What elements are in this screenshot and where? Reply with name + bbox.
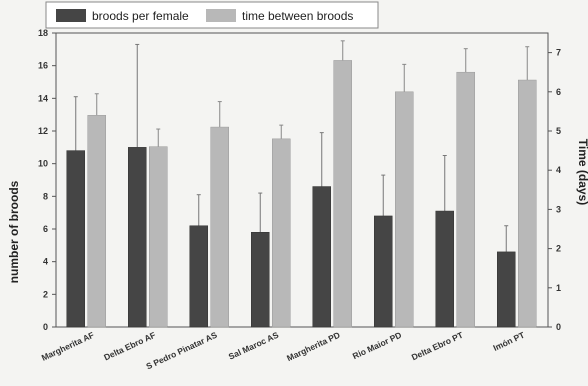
y-tick-label: 2: [43, 289, 48, 299]
plot-frame: [55, 32, 549, 328]
bar-broods-per-female: [66, 150, 85, 328]
bar-time-between-broods: [333, 60, 352, 328]
bar-time-between-broods: [395, 91, 414, 328]
y2-tick-label: 5: [556, 126, 561, 136]
y-axis-title: number of broods: [7, 180, 21, 283]
bar-time-between-broods: [210, 126, 229, 328]
legend-swatch-broods: [56, 9, 86, 22]
y-tick-label: 14: [38, 93, 48, 103]
bar-time-between-broods: [87, 115, 106, 328]
bar-broods-per-female: [251, 232, 270, 328]
y2-axis-title: Time (days): [576, 139, 588, 205]
y2-tick-label: 1: [556, 283, 561, 293]
bar-broods-per-female: [497, 251, 516, 328]
y-tick-label: 8: [43, 191, 48, 201]
y2-tick-label: 0: [556, 322, 561, 332]
legend-label-time: time between broods: [242, 9, 353, 23]
bar-time-between-broods: [456, 71, 475, 328]
y2-tick-label: 3: [556, 204, 561, 214]
y2-tick-label: 4: [556, 165, 561, 175]
y2-tick-label: 2: [556, 244, 561, 254]
bar-time-between-broods: [272, 138, 291, 328]
legend-label-broods: broods per female: [92, 9, 189, 23]
bar-broods-per-female: [374, 215, 393, 328]
bar-broods-per-female: [189, 225, 208, 328]
y-tick-label: 4: [43, 257, 48, 267]
bar-broods-per-female: [128, 147, 147, 328]
legend-swatch-time: [206, 9, 236, 22]
bar-time-between-broods: [149, 146, 168, 328]
bar-time-between-broods: [518, 79, 537, 328]
bar-broods-per-female: [312, 186, 331, 328]
y2-tick-label: 6: [556, 87, 561, 97]
y-tick-label: 0: [43, 322, 48, 332]
y2-tick-label: 7: [556, 48, 561, 58]
bar-broods-per-female: [435, 210, 454, 328]
y-tick-label: 6: [43, 224, 48, 234]
y-tick-label: 10: [38, 159, 48, 169]
legend: broods per female time between broods: [45, 1, 379, 29]
y-tick-label: 12: [38, 126, 48, 136]
y-tick-label: 18: [38, 28, 48, 38]
y-tick-label: 16: [38, 61, 48, 71]
